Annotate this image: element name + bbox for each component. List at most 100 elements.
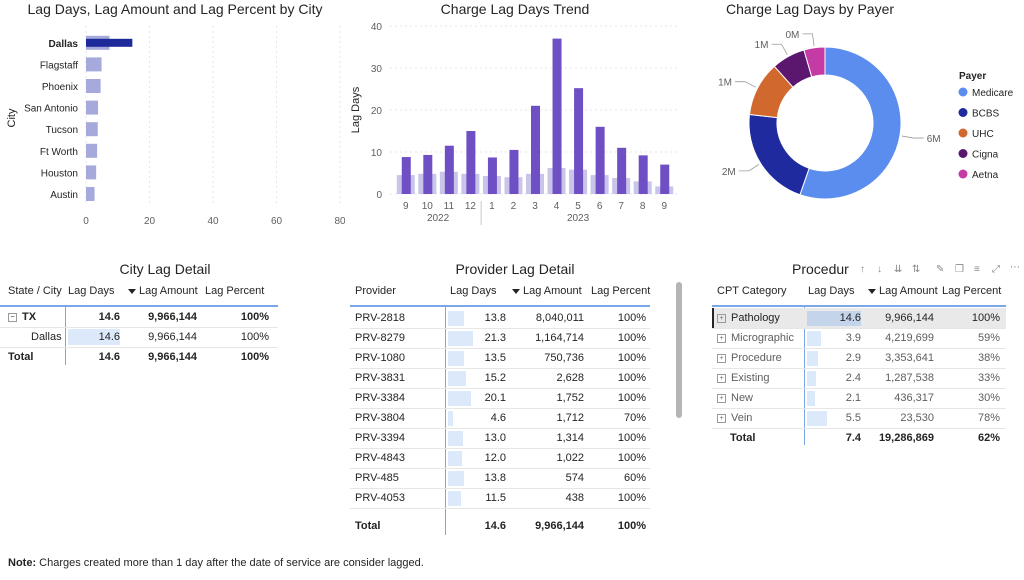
cell-lag-percent: 100% (617, 372, 646, 384)
bar-lag-days[interactable] (86, 122, 98, 137)
cell-lag-days: 11.5 (485, 492, 506, 504)
expand-icon[interactable]: + (717, 333, 726, 343)
table-row[interactable]: PRV-3394 (355, 432, 405, 444)
legend-item[interactable]: UHC (972, 129, 994, 140)
bar-lag-days[interactable] (660, 164, 670, 194)
data-label: 6M (927, 134, 941, 145)
bar-lag-days[interactable] (86, 187, 95, 201)
city-bar-chart[interactable]: 0 20 40 60 80 City Dallas Flagstaff Phoenix San A… (0, 18, 345, 233)
bar-lag-days[interactable] (595, 126, 605, 194)
bar-lag-days-highlight[interactable] (86, 38, 133, 47)
col-header-lag-days[interactable]: Lag Days (808, 285, 855, 297)
provider-scrollbar[interactable] (676, 282, 682, 418)
drill-down-icon[interactable]: ⇊ (894, 264, 903, 275)
table-row[interactable]: + Pathology (717, 312, 780, 324)
leader-line (738, 164, 760, 172)
cell-lag-amount: 1,314 (556, 432, 584, 444)
col-header-provider[interactable]: Provider (355, 285, 396, 297)
focus-mode-icon[interactable]: ⤢ (992, 264, 1000, 275)
expand-icon[interactable]: + (717, 393, 726, 403)
table-row[interactable]: PRV-485 (355, 472, 399, 484)
table-row[interactable]: PRV-3831 (355, 372, 405, 384)
x-tick-label: 1 (489, 201, 495, 212)
bar-lag-days[interactable] (423, 154, 433, 194)
table-row[interactable]: + Micrographic (717, 332, 794, 344)
table-row[interactable]: PRV-3384 (355, 392, 405, 404)
bar-lag-days[interactable] (638, 155, 648, 194)
payer-donut-chart[interactable]: 6M 2M 1M 1M 0M Payer Medicare BCBS UHC Cigna Aetna (700, 18, 1024, 233)
copy-icon[interactable]: ❐ (955, 264, 964, 275)
col-header-lag-days[interactable]: Lag Days (68, 285, 115, 297)
bar-lag-days[interactable] (487, 157, 497, 194)
note-text: Charges created more than 1 day after th… (39, 557, 424, 569)
pin-icon[interactable]: ✎ (936, 264, 945, 275)
provider-lag-table[interactable]: Provider Lag Days Lag Amount Lag Percent… (350, 280, 652, 540)
col-header-lag-amount[interactable]: Lag Amount (512, 285, 582, 297)
bar-lag-days[interactable] (617, 147, 627, 194)
legend-item[interactable]: Medicare (972, 88, 1014, 99)
procedure-lag-table[interactable]: CPT Category Lag Days Lag Amount Lag Per… (712, 280, 1008, 450)
legend-item[interactable]: Cigna (972, 150, 999, 161)
donut-slice-aetna[interactable] (803, 46, 826, 78)
sort-up-icon[interactable]: ↑ (860, 264, 865, 275)
table-row[interactable]: PRV-1080 (355, 352, 405, 364)
col-header-state-city[interactable]: State / City (8, 285, 62, 297)
collapse-icon[interactable]: − (8, 312, 17, 322)
cell-lag-days: 3.9 (845, 332, 861, 344)
cell-lag-days: 14.6 (98, 331, 120, 343)
expand-icon[interactable]: + (717, 313, 726, 323)
legend-marker (958, 169, 968, 179)
donut-slice-bcbs[interactable] (748, 113, 810, 196)
col-header-lag-days[interactable]: Lag Days (450, 285, 497, 297)
col-header-lag-percent[interactable]: Lag Percent (205, 285, 265, 297)
y-tick-label: 30 (371, 64, 383, 75)
bar-lag-days[interactable] (86, 165, 97, 180)
col-header-lag-amount[interactable]: Lag Amount (128, 285, 198, 297)
col-header-lag-percent[interactable]: Lag Percent (591, 285, 651, 297)
y-tick-label: Tucson (46, 125, 78, 136)
expand-icon[interactable]: + (717, 353, 726, 363)
cell-lag-percent: 78% (977, 412, 1000, 424)
x-tick-label: 12 (465, 201, 477, 212)
total-row-label: Total (8, 351, 34, 363)
expand-all-icon[interactable]: ⇅ (912, 264, 921, 275)
table-row[interactable]: + Existing (717, 372, 770, 384)
legend-item[interactable]: Aetna (972, 170, 999, 181)
bar-lag-days[interactable] (552, 38, 562, 194)
table-row[interactable]: + Vein (717, 412, 752, 424)
cell-lag-percent: 33% (977, 372, 1000, 384)
sort-down-icon[interactable]: ↓ (877, 264, 882, 275)
bar-lag-days[interactable] (444, 145, 454, 194)
bar-lag-days[interactable] (86, 57, 102, 72)
cell-lag-days: 21.3 (484, 332, 506, 344)
col-header-lag-amount[interactable]: Lag Amount (868, 285, 938, 297)
table-row-tx[interactable]: − TX (8, 311, 36, 323)
legend-item[interactable]: BCBS (972, 109, 1000, 120)
bar-lag-days[interactable] (574, 88, 584, 194)
table-row[interactable]: PRV-4053 (355, 492, 405, 504)
cell-lag-amount: 23,530 (900, 412, 934, 424)
bar-lag-days[interactable] (86, 100, 99, 115)
table-row[interactable]: PRV-4843 (355, 452, 405, 464)
city-lag-table[interactable]: State / City Lag Days Lag Amount Lag Per… (0, 280, 278, 370)
expand-icon[interactable]: + (717, 413, 726, 423)
more-options-icon[interactable]: ⋯ (1010, 262, 1020, 273)
col-header-cpt-category[interactable]: CPT Category (717, 285, 787, 297)
bar-lag-days[interactable] (531, 105, 540, 194)
filter-icon[interactable]: ≡ (974, 264, 980, 275)
bar-lag-days[interactable] (401, 157, 411, 194)
bar-lag-days[interactable] (86, 79, 101, 93)
bar-lag-days[interactable] (466, 131, 476, 194)
table-row[interactable]: PRV-2818 (355, 312, 405, 324)
table-row[interactable]: PRV-3804 (355, 412, 405, 424)
expand-icon[interactable]: + (717, 373, 726, 383)
table-row[interactable]: + New (717, 392, 753, 404)
table-row[interactable]: + Procedure (717, 352, 782, 364)
bar-lag-days[interactable] (509, 149, 519, 194)
bar-lag-days[interactable] (86, 143, 98, 158)
table-row[interactable]: PRV-8279 (355, 332, 405, 344)
col-header-lag-percent[interactable]: Lag Percent (942, 285, 1002, 297)
table-row-dallas[interactable]: Dallas (31, 331, 62, 343)
donut-slice-medicare[interactable] (799, 46, 902, 200)
